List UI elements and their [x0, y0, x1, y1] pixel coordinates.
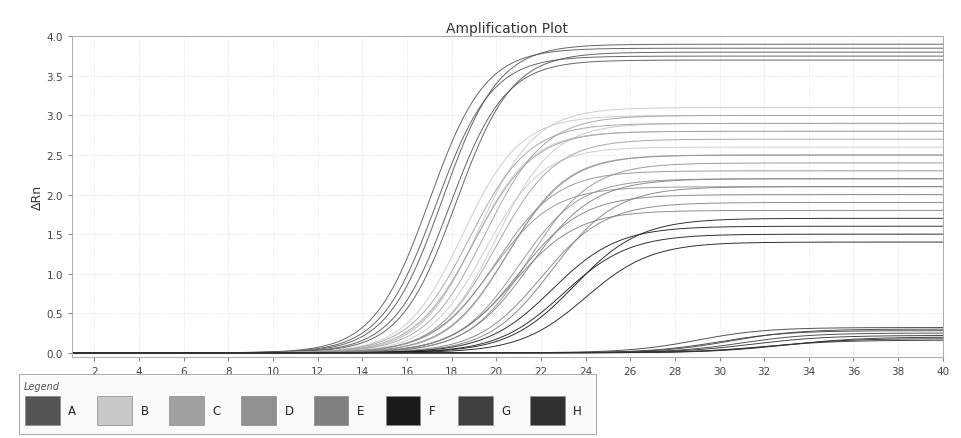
Text: Legend: Legend — [24, 381, 60, 392]
FancyBboxPatch shape — [457, 396, 492, 425]
X-axis label: Cycle: Cycle — [490, 381, 524, 395]
Text: H: H — [573, 404, 581, 417]
FancyBboxPatch shape — [241, 396, 276, 425]
Text: G: G — [501, 404, 509, 417]
Text: B: B — [140, 404, 148, 417]
Text: A: A — [68, 404, 76, 417]
Text: C: C — [212, 404, 221, 417]
FancyBboxPatch shape — [385, 396, 420, 425]
FancyBboxPatch shape — [25, 396, 60, 425]
Text: E: E — [357, 404, 364, 417]
FancyBboxPatch shape — [97, 396, 132, 425]
Text: D: D — [284, 404, 293, 417]
Text: F: F — [429, 404, 435, 417]
Title: Amplification Plot: Amplification Plot — [446, 22, 568, 36]
Y-axis label: ΔRn: ΔRn — [31, 184, 43, 210]
FancyBboxPatch shape — [313, 396, 348, 425]
FancyBboxPatch shape — [169, 396, 204, 425]
FancyBboxPatch shape — [530, 396, 564, 425]
